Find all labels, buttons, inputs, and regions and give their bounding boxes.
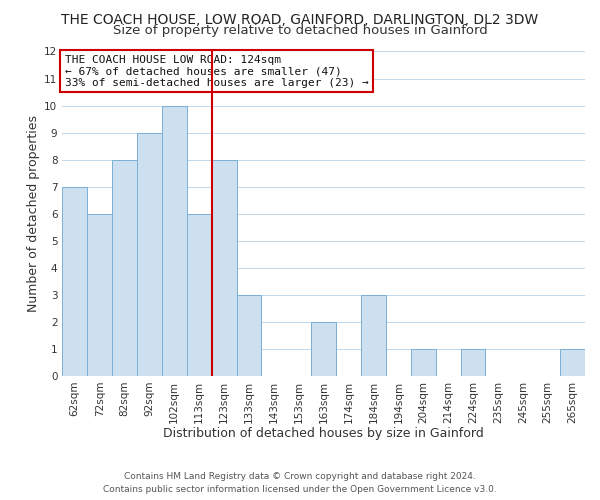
Bar: [311, 322, 336, 376]
Text: Contains HM Land Registry data © Crown copyright and database right 2024.
Contai: Contains HM Land Registry data © Crown c…: [103, 472, 497, 494]
Bar: [236, 295, 262, 376]
Bar: [87, 214, 112, 376]
Text: THE COACH HOUSE LOW ROAD: 124sqm
← 67% of detached houses are smaller (47)
33% o: THE COACH HOUSE LOW ROAD: 124sqm ← 67% o…: [65, 54, 368, 88]
Bar: [187, 214, 212, 376]
Text: THE COACH HOUSE, LOW ROAD, GAINFORD, DARLINGTON, DL2 3DW: THE COACH HOUSE, LOW ROAD, GAINFORD, DAR…: [61, 12, 539, 26]
Bar: [62, 186, 87, 376]
Bar: [361, 295, 386, 376]
X-axis label: Distribution of detached houses by size in Gainford: Distribution of detached houses by size …: [163, 427, 484, 440]
Bar: [112, 160, 137, 376]
Bar: [461, 349, 485, 376]
Bar: [162, 106, 187, 376]
Bar: [137, 132, 162, 376]
Bar: [560, 349, 585, 376]
Text: Size of property relative to detached houses in Gainford: Size of property relative to detached ho…: [113, 24, 487, 37]
Bar: [411, 349, 436, 376]
Bar: [212, 160, 236, 376]
Y-axis label: Number of detached properties: Number of detached properties: [27, 115, 40, 312]
